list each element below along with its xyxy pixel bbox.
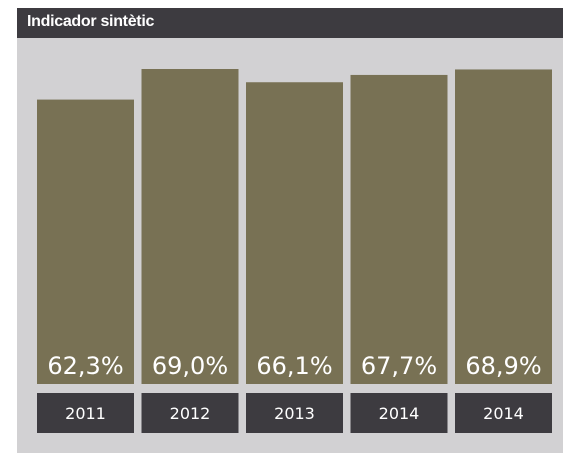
category-box-0	[37, 393, 134, 433]
category-label-0: 2011	[65, 404, 106, 423]
bar-value-label-1: 69,0%	[152, 352, 228, 380]
title-bar: Indicador sintètic	[17, 8, 563, 38]
chart-panel: Indicador sintètic 62,3% 2011 69,0% 2012 66,…	[17, 8, 563, 453]
category-label-2: 2013	[274, 404, 315, 423]
bar-4	[455, 69, 552, 385]
bar-2	[246, 82, 343, 384]
bar-chart: 62,3% 2011 69,0% 2012 66,1% 2013 67,7% 2014 68,9…	[37, 69, 552, 433]
bar-value-label-2: 66,1%	[256, 352, 332, 380]
chart-title: Indicador sintètic	[27, 13, 155, 30]
category-box-2	[246, 393, 343, 433]
category-label-4: 2014	[483, 404, 524, 423]
bar-0	[37, 99, 134, 384]
category-label-1: 2012	[170, 404, 211, 423]
bar-3	[350, 74, 448, 384]
category-box-3	[350, 393, 448, 433]
bar-value-label-4: 68,9%	[465, 352, 541, 380]
category-box-1	[141, 393, 239, 433]
bar-1	[141, 69, 239, 384]
category-box-4	[455, 393, 552, 433]
bar-value-label-3: 67,7%	[361, 352, 437, 380]
bar-value-label-0: 62,3%	[47, 352, 123, 380]
category-label-3: 2014	[379, 404, 420, 423]
